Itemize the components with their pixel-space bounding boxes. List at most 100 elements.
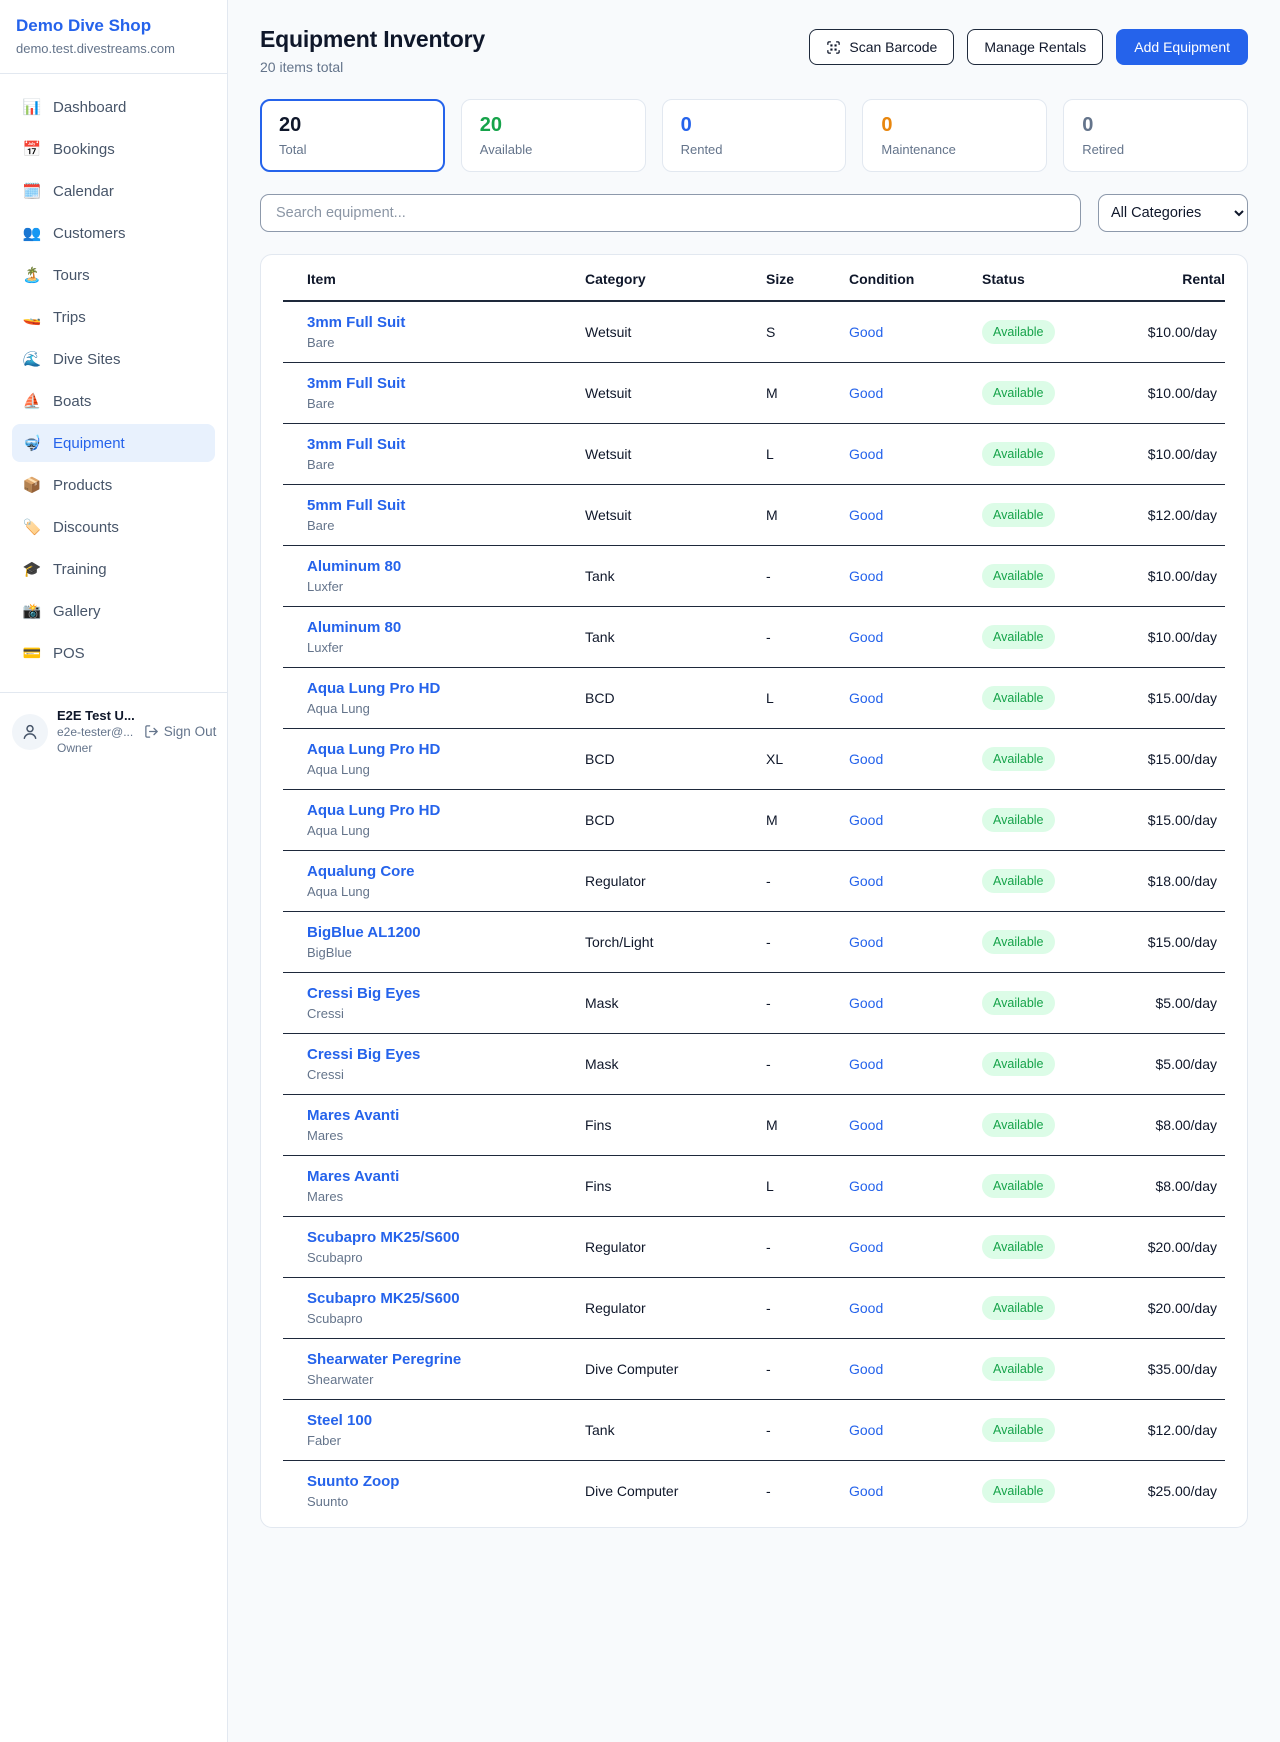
stat-rented[interactable]: 0 Rented bbox=[661, 99, 847, 172]
cell-status: Available bbox=[982, 1400, 1132, 1461]
cell-category: Fins bbox=[585, 1117, 612, 1133]
item-link[interactable]: 3mm Full Suit bbox=[307, 314, 406, 331]
category-filter-select[interactable]: All Categories bbox=[1098, 194, 1248, 232]
condition-link[interactable]: Good bbox=[849, 1422, 884, 1438]
cell-category: Tank bbox=[585, 629, 615, 645]
status-badge: Available bbox=[982, 1479, 1055, 1503]
condition-link[interactable]: Good bbox=[849, 812, 884, 828]
cell-item: Scubapro MK25/S600 Scubapro bbox=[283, 1278, 585, 1339]
stat-maintenance[interactable]: 0 Maintenance bbox=[862, 99, 1048, 172]
sidebar-item-gallery[interactable]: 📸 Gallery bbox=[12, 592, 215, 630]
item-link[interactable]: BigBlue AL1200 bbox=[307, 924, 421, 941]
condition-link[interactable]: Good bbox=[849, 995, 884, 1011]
sidebar-item-calendar[interactable]: 🗓️ Calendar bbox=[12, 172, 215, 210]
item-brand: Luxfer bbox=[307, 579, 344, 594]
cell-status: Available bbox=[982, 1278, 1132, 1339]
cell-item: 5mm Full Suit Bare bbox=[283, 485, 585, 546]
cell-size: - bbox=[766, 1483, 771, 1499]
item-link[interactable]: Steel 100 bbox=[307, 1412, 373, 1429]
item-brand: Bare bbox=[307, 518, 335, 533]
cell-item: Steel 100 Faber bbox=[283, 1400, 585, 1461]
sidebar-item-bookings[interactable]: 📅 Bookings bbox=[12, 130, 215, 168]
sidebar-item-tours[interactable]: 🏝️ Tours bbox=[12, 256, 215, 294]
condition-link[interactable]: Good bbox=[849, 690, 884, 706]
condition-link[interactable]: Good bbox=[849, 324, 884, 340]
search-input[interactable] bbox=[260, 194, 1081, 232]
condition-link[interactable]: Good bbox=[849, 1300, 884, 1316]
item-link[interactable]: Mares Avanti bbox=[307, 1168, 400, 1185]
item-link[interactable]: Aqua Lung Pro HD bbox=[307, 802, 441, 819]
stat-total[interactable]: 20 Total bbox=[260, 99, 445, 172]
table-row: Cressi Big Eyes Cressi Mask - Good Avail… bbox=[283, 1034, 1225, 1095]
item-link[interactable]: Scubapro MK25/S600 bbox=[307, 1229, 460, 1246]
scan-barcode-button[interactable]: Scan Barcode bbox=[809, 29, 955, 65]
condition-link[interactable]: Good bbox=[849, 934, 884, 950]
item-link[interactable]: Mares Avanti bbox=[307, 1107, 400, 1124]
brand-title: Demo Dive Shop bbox=[16, 16, 152, 35]
cell-condition: Good bbox=[849, 424, 982, 485]
table-row: Aluminum 80 Luxfer Tank - Good Available… bbox=[283, 546, 1225, 607]
condition-link[interactable]: Good bbox=[849, 568, 884, 584]
stat-available[interactable]: 20 Available bbox=[460, 99, 646, 172]
item-link[interactable]: Suunto Zoop bbox=[307, 1473, 400, 1490]
item-link[interactable]: Aluminum 80 bbox=[307, 558, 402, 575]
sidebar-item-trips[interactable]: 🚤 Trips bbox=[12, 298, 215, 336]
products-icon: 📦 bbox=[22, 477, 42, 494]
condition-link[interactable]: Good bbox=[849, 446, 884, 462]
cell-status: Available bbox=[982, 1095, 1132, 1156]
condition-link[interactable]: Good bbox=[849, 1483, 884, 1499]
condition-link[interactable]: Good bbox=[849, 1239, 884, 1255]
condition-link[interactable]: Good bbox=[849, 1178, 884, 1194]
item-link[interactable]: 3mm Full Suit bbox=[307, 375, 406, 392]
status-badge: Available bbox=[982, 1052, 1055, 1076]
sidebar-item-label: Tours bbox=[53, 266, 90, 284]
sidebar-item-boats[interactable]: ⛵ Boats bbox=[12, 382, 215, 420]
item-link[interactable]: 3mm Full Suit bbox=[307, 436, 406, 453]
cell-category: Dive Computer bbox=[585, 1483, 679, 1499]
discounts-icon: 🏷️ bbox=[22, 519, 42, 536]
user-name: E2E Test U... bbox=[57, 708, 135, 723]
item-link[interactable]: Aluminum 80 bbox=[307, 619, 402, 636]
stat-retired[interactable]: 0 Retired bbox=[1063, 99, 1248, 172]
condition-link[interactable]: Good bbox=[849, 751, 884, 767]
sidebar-item-dashboard[interactable]: 📊 Dashboard bbox=[12, 88, 215, 126]
sidebar-item-training[interactable]: 🎓 Training bbox=[12, 550, 215, 588]
condition-link[interactable]: Good bbox=[849, 1056, 884, 1072]
cell-category: Wetsuit bbox=[585, 324, 632, 340]
item-brand: Mares bbox=[307, 1189, 344, 1204]
table-row: 3mm Full Suit Bare Wetsuit L Good Availa… bbox=[283, 424, 1225, 485]
manage-rentals-button[interactable]: Manage Rentals bbox=[967, 29, 1104, 65]
item-link[interactable]: Shearwater Peregrine bbox=[307, 1351, 462, 1368]
cell-size: M bbox=[766, 507, 778, 523]
item-link[interactable]: Cressi Big Eyes bbox=[307, 985, 421, 1002]
sign-out-button[interactable]: Sign Out bbox=[144, 724, 216, 739]
condition-link[interactable]: Good bbox=[849, 629, 884, 645]
item-link[interactable]: Aqualung Core bbox=[307, 863, 415, 880]
sidebar-item-equipment[interactable]: 🤿 Equipment bbox=[12, 424, 215, 462]
item-link[interactable]: Aqua Lung Pro HD bbox=[307, 680, 441, 697]
sidebar-item-products[interactable]: 📦 Products bbox=[12, 466, 215, 504]
condition-link[interactable]: Good bbox=[849, 385, 884, 401]
cell-item: Aluminum 80 Luxfer bbox=[283, 607, 585, 668]
condition-link[interactable]: Good bbox=[849, 1361, 884, 1377]
cell-category: Tank bbox=[585, 568, 615, 584]
sidebar-item-discounts[interactable]: 🏷️ Discounts bbox=[12, 508, 215, 546]
item-link[interactable]: Aqua Lung Pro HD bbox=[307, 741, 441, 758]
cell-rental: $8.00/day bbox=[1155, 1117, 1218, 1133]
sidebar-item-dive-sites[interactable]: 🌊 Dive Sites bbox=[12, 340, 215, 378]
item-link[interactable]: Scubapro MK25/S600 bbox=[307, 1290, 460, 1307]
condition-link[interactable]: Good bbox=[849, 507, 884, 523]
item-link[interactable]: Cressi Big Eyes bbox=[307, 1046, 421, 1063]
item-link[interactable]: 5mm Full Suit bbox=[307, 497, 406, 514]
condition-link[interactable]: Good bbox=[849, 1117, 884, 1133]
add-equipment-button[interactable]: Add Equipment bbox=[1116, 29, 1248, 65]
sidebar-item-customers[interactable]: 👥 Customers bbox=[12, 214, 215, 252]
cell-rental: $10.00/day bbox=[1147, 629, 1217, 645]
condition-link[interactable]: Good bbox=[849, 873, 884, 889]
cell-item: BigBlue AL1200 BigBlue bbox=[283, 912, 585, 973]
bookings-icon: 📅 bbox=[22, 141, 42, 158]
cell-category: BCD bbox=[585, 812, 615, 828]
cell-condition: Good bbox=[849, 1339, 982, 1400]
cell-rental: $18.00/day bbox=[1147, 873, 1217, 889]
sidebar-item-pos[interactable]: 💳 POS bbox=[12, 634, 215, 672]
